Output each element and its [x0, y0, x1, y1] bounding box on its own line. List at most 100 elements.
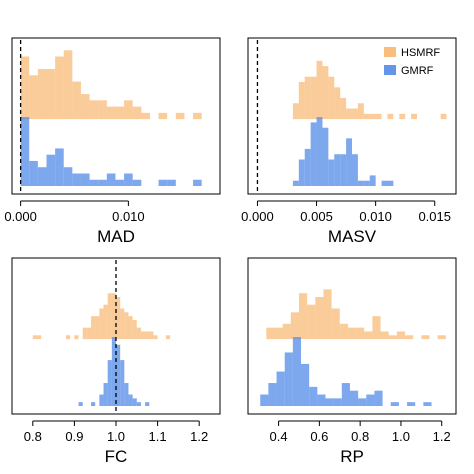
gmrf-bar	[423, 402, 432, 406]
hsmrf-bar	[316, 60, 323, 120]
hsmrf-bar	[369, 113, 376, 120]
hsmrf-bar	[304, 76, 311, 120]
hsmrf-bar	[290, 312, 299, 340]
gmrf-bar	[80, 173, 90, 186]
gmrf-bar	[193, 179, 202, 186]
x-tick-label: 1.0	[392, 429, 410, 444]
hsmrf-bar	[322, 66, 329, 120]
gmrf-bar	[29, 160, 38, 186]
hsmrf-bar	[99, 308, 104, 340]
hsmrf-bar	[440, 113, 447, 120]
hsmrf-bar	[339, 323, 348, 340]
gmrf-bar	[72, 173, 81, 186]
hsmrf-bar	[387, 113, 394, 120]
gmrf-bar	[352, 154, 358, 186]
hsmrf-bar	[292, 103, 299, 120]
gmrf-bar	[363, 180, 370, 186]
gmrf-bar	[292, 337, 302, 406]
hsmrf-bar	[399, 113, 406, 120]
gmrf-bar	[124, 173, 133, 186]
hsmrf-bar	[266, 327, 275, 340]
x-axis-label: FC	[105, 447, 128, 466]
gmrf-bar	[115, 179, 125, 186]
gmrf-bar	[20, 117, 30, 186]
hsmrf-bar	[372, 316, 381, 340]
gmrf-bar	[116, 344, 121, 406]
gmrf-bar	[333, 398, 342, 406]
gmrf-bar	[132, 179, 142, 186]
hsmrf-bar	[116, 297, 121, 340]
plot-frame	[11, 37, 221, 195]
hsmrf-bar	[46, 69, 56, 120]
gmrf-bar	[316, 117, 323, 186]
gmrf-bar	[284, 352, 293, 406]
gmrf-bar	[63, 167, 73, 186]
hsmrf-bar	[95, 316, 100, 340]
hsmrf-bar	[63, 50, 73, 120]
legend-label: GMRF	[401, 65, 434, 77]
gmrf-bar	[358, 398, 367, 406]
gmrf-bar	[260, 394, 269, 406]
gmrf-bar	[268, 383, 277, 406]
gmrf-bar	[407, 402, 416, 406]
hsmrf-bar	[111, 293, 116, 340]
gmrf-bar	[145, 402, 150, 406]
x-axis-label: RP	[340, 447, 364, 466]
hsmrf-bar	[89, 100, 99, 120]
plot-frame	[11, 257, 221, 415]
gmrf-bar	[349, 390, 359, 406]
hsmrf-bar	[158, 112, 168, 120]
hsmrf-bar	[340, 97, 347, 120]
hsmrf-bar	[91, 316, 96, 340]
hsmrf-bar	[307, 304, 316, 340]
hsmrf-bar	[136, 327, 141, 340]
hsmrf-bar	[323, 289, 332, 340]
gmrf-bar	[55, 148, 64, 186]
hsmrf-bar	[153, 335, 158, 340]
gmrf-bar	[334, 154, 341, 186]
gmrf-bar	[328, 159, 335, 186]
hsmrf-bar	[149, 331, 154, 340]
gmrf-bar	[340, 154, 347, 186]
gmrf-bar	[381, 180, 388, 186]
hsmrf-bar	[120, 308, 125, 340]
hsmrf-bar	[66, 335, 71, 340]
hsmrf-bar	[334, 87, 341, 120]
hsmrf-bar	[193, 112, 202, 120]
hsmrf-bar	[363, 113, 370, 120]
gmrf-bar	[317, 394, 326, 406]
gmrf-bar	[309, 386, 318, 406]
gmrf-bar	[366, 394, 375, 406]
x-tick-label: 0.6	[310, 429, 328, 444]
x-tick-label: 0.010	[112, 209, 145, 224]
hsmrf-bar	[388, 335, 397, 340]
gmrf-bar	[78, 402, 83, 406]
gmrf-bar	[357, 180, 364, 186]
panel-mad: 0.000 0.010 MAD	[4, 37, 221, 246]
hsmrf-bar	[357, 103, 364, 120]
gmrf-bar	[301, 363, 310, 406]
gmrf-bar	[158, 179, 168, 186]
gmrf-bar	[325, 398, 334, 406]
hsmrf-bar	[347, 327, 357, 340]
gmrf-bar	[124, 383, 129, 406]
panel-fc: 0.8 0.9 1.0 1.1 1.2 FC	[11, 257, 221, 466]
hsmrf-bar	[331, 308, 340, 340]
gmrf-bar	[111, 337, 116, 406]
gmrf-bar	[292, 180, 299, 186]
hsmrf-bar	[145, 331, 150, 340]
gmrf-bar	[106, 173, 116, 186]
legend-swatch	[384, 47, 396, 57]
gmrf-bar	[98, 179, 107, 186]
hsmrf-bar	[411, 113, 417, 120]
hsmrf-bar	[36, 335, 42, 340]
x-tick-label: 0.8	[351, 429, 369, 444]
gmrf-bar	[390, 402, 399, 406]
x-tick-label: 0.000	[4, 209, 37, 224]
gmrf-bar	[128, 394, 133, 406]
x-tick-label: 1.2	[433, 429, 451, 444]
gmrf-bar	[276, 371, 285, 406]
gmrf-bar	[346, 138, 352, 186]
x-axis-label: MAD	[97, 227, 135, 246]
x-tick-label: 1.2	[190, 429, 208, 444]
